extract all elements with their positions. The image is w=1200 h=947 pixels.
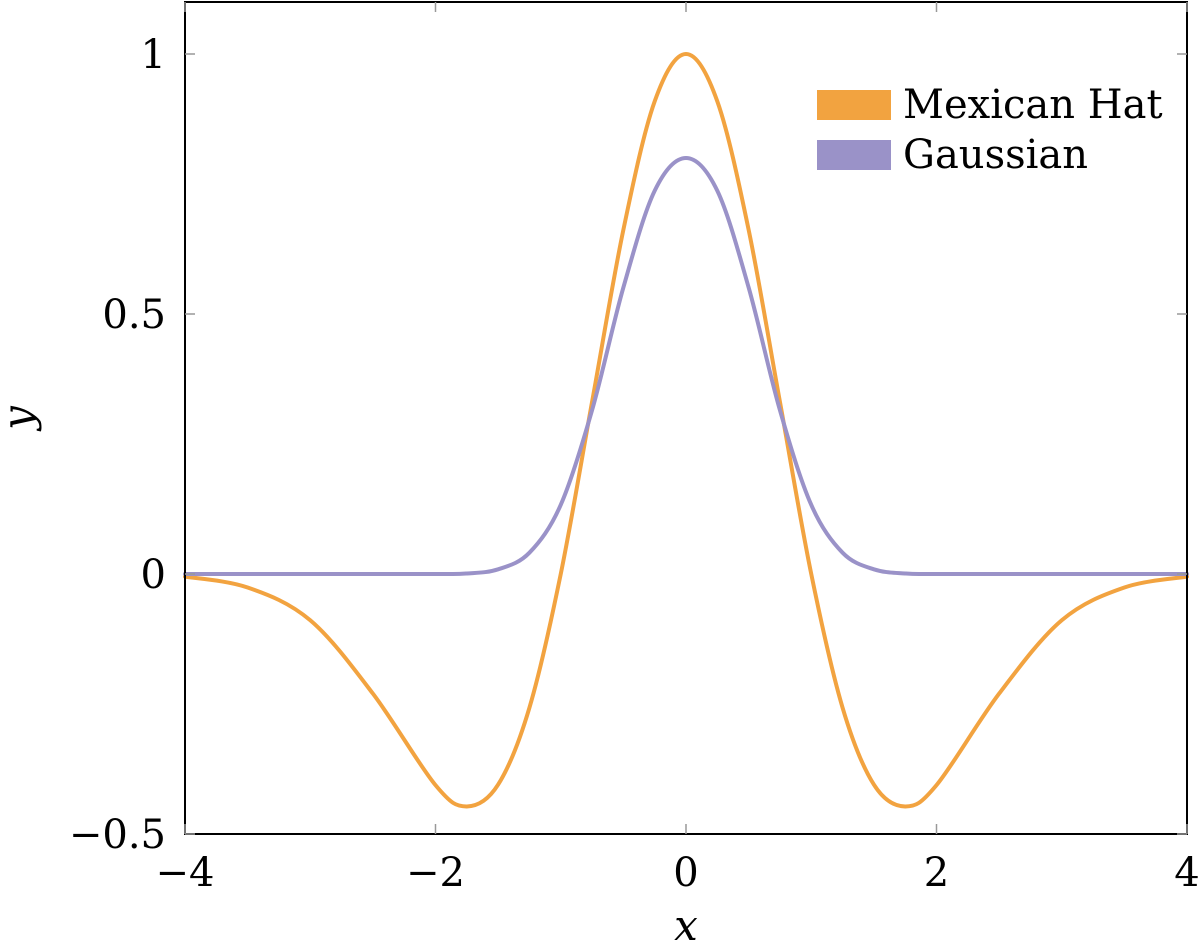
legend-swatch-gaussian <box>817 140 891 170</box>
y-tick-label: 0 <box>141 552 166 598</box>
y-tick-label: 0.5 <box>102 292 166 338</box>
x-tick-label: −2 <box>406 850 465 896</box>
y-tick-label: −0.5 <box>69 812 166 858</box>
series-line-mexican-hat <box>183 52 1189 809</box>
x-tick-label: 0 <box>673 850 698 896</box>
legend-label-gaussian: Gaussian <box>903 132 1088 178</box>
x-tick-label: −4 <box>156 850 215 896</box>
series-layer <box>183 52 1189 809</box>
x-tick-label: 2 <box>924 850 949 896</box>
y-tick-label: 1 <box>141 32 166 78</box>
x-axis-title: x <box>674 901 698 947</box>
y-axis-title: y <box>0 405 42 432</box>
legend-label-mexican-hat: Mexican Hat <box>903 82 1163 128</box>
x-tick-label: 4 <box>1174 850 1199 896</box>
legend-swatch-mexican-hat <box>817 90 891 120</box>
series-line-gaussian <box>183 156 1189 577</box>
